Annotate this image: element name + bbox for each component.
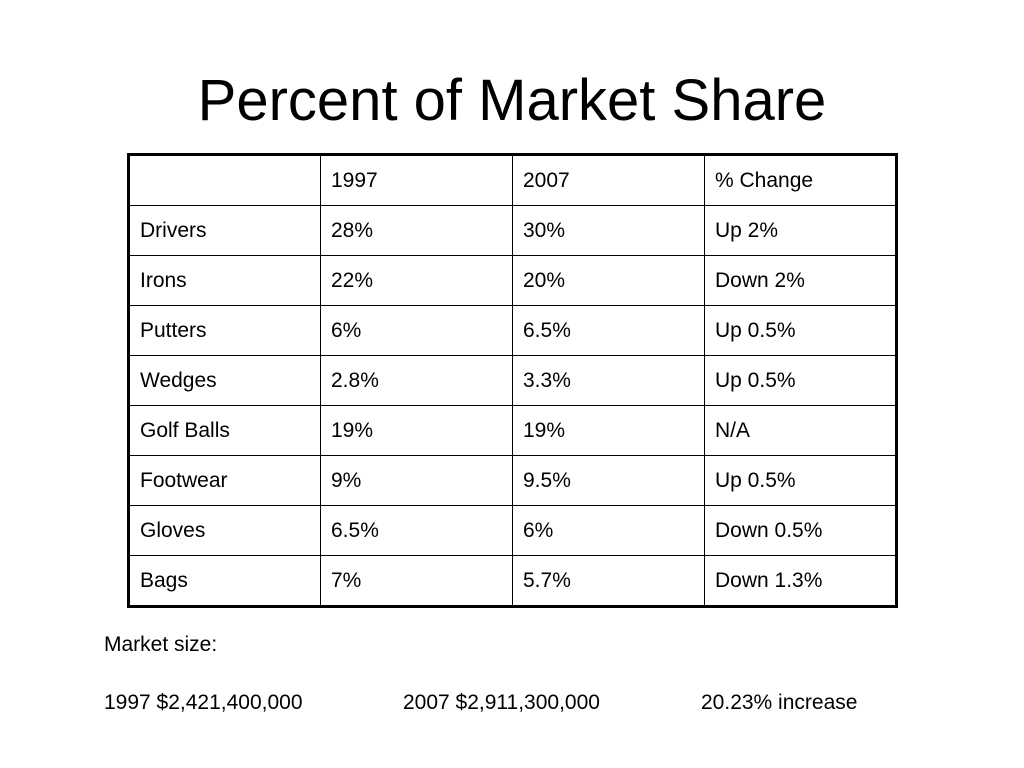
market-share-table: 1997 2007 % Change Drivers 28% 30% Up 2%… xyxy=(127,153,898,608)
cell-change: Up 0.5% xyxy=(704,455,897,506)
header-cell-2007: 2007 xyxy=(512,154,705,206)
cell-change: Down 1.3% xyxy=(704,555,897,607)
row-label: Wedges xyxy=(128,355,321,406)
cell-1997: 28% xyxy=(320,205,513,256)
row-label: Putters xyxy=(128,305,321,356)
cell-1997: 6.5% xyxy=(320,505,513,556)
table-header-row: 1997 2007 % Change xyxy=(128,154,897,206)
table-row: Drivers 28% 30% Up 2% xyxy=(128,205,897,256)
table-row: Irons 22% 20% Down 2% xyxy=(128,255,897,306)
row-label: Drivers xyxy=(128,205,321,256)
cell-2007: 6.5% xyxy=(512,305,705,356)
cell-1997: 9% xyxy=(320,455,513,506)
cell-2007: 9.5% xyxy=(512,455,705,506)
cell-2007: 5.7% xyxy=(512,555,705,607)
row-label: Gloves xyxy=(128,505,321,556)
cell-1997: 7% xyxy=(320,555,513,607)
cell-2007: 19% xyxy=(512,405,705,456)
table-row: Wedges 2.8% 3.3% Up 0.5% xyxy=(128,355,897,406)
cell-2007: 20% xyxy=(512,255,705,306)
row-label: Footwear xyxy=(128,455,321,506)
cell-change: Up 2% xyxy=(704,205,897,256)
cell-change: Up 0.5% xyxy=(704,305,897,356)
cell-2007: 3.3% xyxy=(512,355,705,406)
row-label: Irons xyxy=(128,255,321,306)
cell-1997: 6% xyxy=(320,305,513,356)
cell-change: Down 0.5% xyxy=(704,505,897,556)
header-cell-1997: 1997 xyxy=(320,154,513,206)
cell-1997: 19% xyxy=(320,405,513,456)
table-row: Bags 7% 5.7% Down 1.3% xyxy=(128,555,897,607)
row-label: Golf Balls xyxy=(128,405,321,456)
header-cell-change: % Change xyxy=(704,154,897,206)
market-size-2007: 2007 $2,911,300,000 xyxy=(403,691,600,714)
cell-change: N/A xyxy=(704,405,897,456)
market-size-increase: 20.23% increase xyxy=(701,691,858,714)
market-size-values: 1997 $2,421,400,000 2007 $2,911,300,000 20… xyxy=(104,690,857,716)
header-cell-category xyxy=(128,154,321,206)
market-size-1997: 1997 $2,421,400,000 xyxy=(104,691,303,714)
table-row: Gloves 6.5% 6% Down 0.5% xyxy=(128,505,897,556)
market-size-label: Market size: xyxy=(104,633,218,656)
cell-change: Down 2% xyxy=(704,255,897,306)
slide-title: Percent of Market Share xyxy=(197,68,827,133)
table-row: Putters 6% 6.5% Up 0.5% xyxy=(128,305,897,356)
cell-1997: 2.8% xyxy=(320,355,513,406)
cell-2007: 6% xyxy=(512,505,705,556)
table-row: Footwear 9% 9.5% Up 0.5% xyxy=(128,455,897,506)
row-label: Bags xyxy=(128,555,321,607)
cell-change: Up 0.5% xyxy=(704,355,897,406)
cell-2007: 30% xyxy=(512,205,705,256)
table-row: Golf Balls 19% 19% N/A xyxy=(128,405,897,456)
cell-1997: 22% xyxy=(320,255,513,306)
